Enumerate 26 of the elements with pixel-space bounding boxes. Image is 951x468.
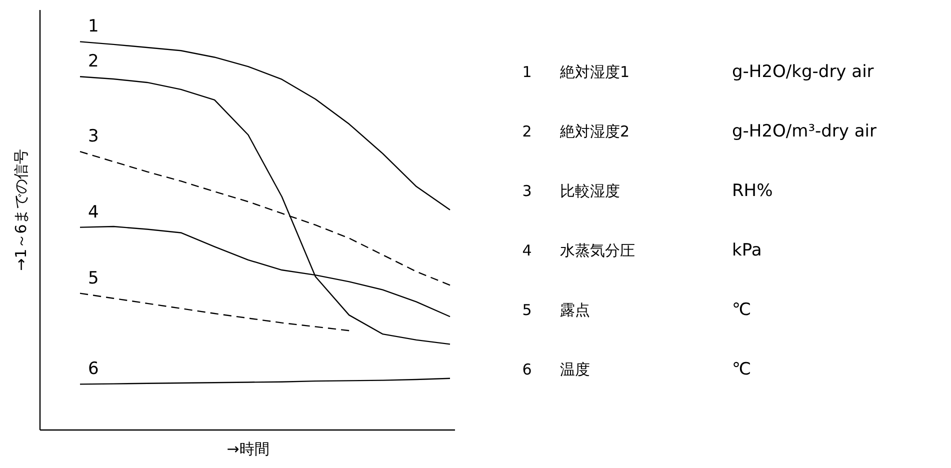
series-label: 5 [88, 268, 99, 288]
series-label: 2 [88, 52, 99, 72]
text: 絶対湿度1 [559, 63, 630, 81]
text: 4 [522, 242, 532, 260]
series-label: 4 [88, 202, 99, 222]
text: 比較湿度 [560, 182, 620, 200]
text: ℃ [732, 300, 752, 320]
text: 2 [522, 122, 532, 140]
text: g-H2O/kg-dry air [732, 62, 874, 82]
series-label: 1 [88, 16, 99, 37]
text: g-H2O/m³-dry air [732, 122, 877, 142]
text: 絶対湿度2 [559, 122, 630, 140]
text: ℃ [732, 360, 752, 380]
series-label: 6 [88, 359, 99, 380]
text: 水蒸気分圧 [560, 242, 635, 260]
x-axis-title: →時間 [226, 440, 270, 458]
text: 温度 [560, 360, 590, 378]
text: 1 [522, 63, 532, 81]
text: 露点 [560, 301, 590, 319]
text: kPa [732, 240, 762, 260]
text: RH% [732, 181, 773, 201]
text: 5 [522, 301, 532, 319]
text: 6 [522, 360, 532, 378]
y-axis-title: →1～6までの信号 [12, 149, 30, 271]
series-label: 3 [88, 126, 99, 147]
text: 3 [522, 182, 532, 200]
